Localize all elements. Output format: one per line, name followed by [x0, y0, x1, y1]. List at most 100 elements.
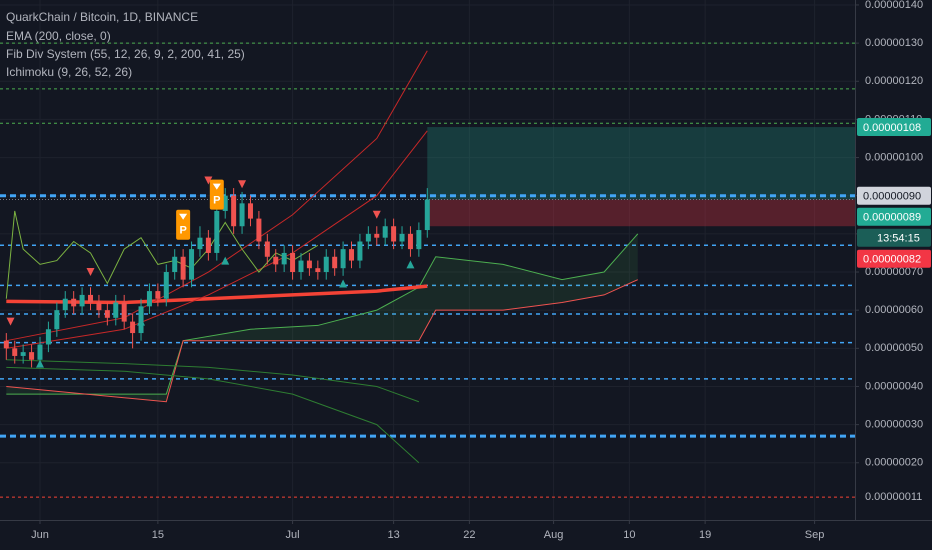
position-stop-zone [427, 199, 855, 227]
candle-body [264, 241, 270, 257]
indicator-line [6, 50, 428, 342]
y-tick-label: 0.00000140 [865, 0, 923, 11]
candle-body [374, 233, 380, 238]
candle-body [130, 321, 136, 334]
x-tick-label: 22 [463, 529, 475, 541]
candle-body [365, 233, 371, 242]
countdown-badge [857, 228, 931, 247]
indicator-line [6, 284, 428, 305]
candle-body [197, 237, 203, 250]
candle-body [416, 230, 422, 250]
candle-body [37, 344, 43, 360]
candle-body [71, 298, 77, 307]
candle-body [256, 218, 262, 242]
y-tick-label: 0.00000020 [865, 457, 923, 469]
signal-marker [372, 210, 381, 219]
candle-body [155, 291, 161, 299]
candle-body [407, 233, 413, 250]
candle-body [163, 272, 169, 299]
signal-marker [35, 359, 44, 368]
axes: 0.000001400.000001300.000001200.00000110… [31, 0, 931, 541]
candle-body [104, 310, 110, 318]
price-badge [857, 186, 931, 205]
candle-body [424, 199, 430, 231]
candle-body [239, 203, 245, 227]
x-tick-label: Jun [31, 529, 49, 541]
signal-marker [221, 256, 230, 265]
candle-body [399, 233, 405, 242]
indicator-label: Ichimoku (9, 26, 52, 26) [6, 65, 132, 79]
countdown-label: 13:54:15 [877, 233, 920, 245]
candle-body [391, 226, 397, 242]
x-tick-label: Sep [805, 529, 825, 541]
level-label: 0.00000011 [865, 491, 922, 503]
y-tick-label: 0.00000130 [865, 37, 923, 49]
cloud-fill [6, 233, 638, 402]
x-tick-label: 15 [152, 529, 164, 541]
candle-body [12, 348, 18, 356]
chart-title: QuarkChain / Bitcoin, 1D, BINANCE [6, 10, 198, 24]
signal-marker [238, 180, 247, 189]
position-target-zone [427, 127, 855, 200]
candle-body [306, 260, 312, 269]
flag-arrow [179, 213, 188, 220]
candle-body [247, 203, 253, 219]
candle-body [281, 252, 287, 265]
candle-body [323, 256, 329, 273]
indicator-line [5, 210, 319, 299]
indicator-label: EMA (200, close, 0) [6, 29, 111, 43]
candle-body [298, 260, 304, 273]
price-badge-label: 0.00000082 [863, 254, 921, 266]
candle-body [222, 195, 228, 211]
x-tick-label: Aug [544, 529, 564, 541]
candle-body [315, 268, 321, 273]
y-tick-label: 0.00000030 [865, 419, 923, 431]
candle-body [357, 241, 363, 261]
x-tick-label: 19 [699, 529, 711, 541]
candle-body [172, 256, 178, 273]
indicator-label: Fib Div System (55, 12, 26, 9, 2, 200, 4… [6, 47, 245, 61]
candle-body [20, 352, 26, 356]
flag-badge [176, 209, 191, 240]
y-tick-label: 0.00000060 [865, 304, 923, 316]
candle-body [189, 249, 195, 280]
price-badge-label: 0.00000089 [863, 212, 921, 224]
flag-badge [209, 179, 224, 210]
indicator-line [6, 130, 428, 349]
candle-body [29, 352, 35, 360]
candle-body [205, 237, 211, 253]
signal-marker [204, 176, 213, 185]
candle-body [273, 256, 279, 265]
y-tick-label: 0.00000100 [865, 151, 923, 163]
candle-body [96, 302, 102, 311]
cloud-span [6, 279, 638, 403]
price-badge [857, 118, 931, 137]
candle-body [214, 210, 220, 253]
x-tick-label: 10 [623, 529, 635, 541]
flag-arrow [212, 183, 221, 190]
plot-area: PP [0, 42, 855, 498]
y-tick-label: 0.00000050 [865, 342, 923, 354]
candle-body [62, 298, 68, 311]
candle-body [231, 195, 237, 227]
price-badge [857, 249, 931, 268]
signal-marker [6, 317, 15, 326]
indicator-line [6, 366, 420, 464]
indicator-line [6, 359, 420, 403]
signal-marker [339, 279, 348, 288]
flag-label: P [179, 225, 186, 237]
signal-marker [86, 268, 95, 277]
candle-body [349, 249, 355, 261]
y-tick-label: 0.00000070 [865, 266, 923, 278]
price-badge-label: 0.00000090 [863, 191, 921, 203]
flag-label: P [213, 195, 220, 207]
x-tick-label: 13 [387, 529, 399, 541]
candle-body [180, 256, 186, 280]
candle-body [340, 249, 346, 269]
x-tick-label: Jul [286, 529, 300, 541]
candle-body [290, 252, 296, 273]
candle-body [3, 340, 9, 349]
candle-body [382, 226, 388, 238]
